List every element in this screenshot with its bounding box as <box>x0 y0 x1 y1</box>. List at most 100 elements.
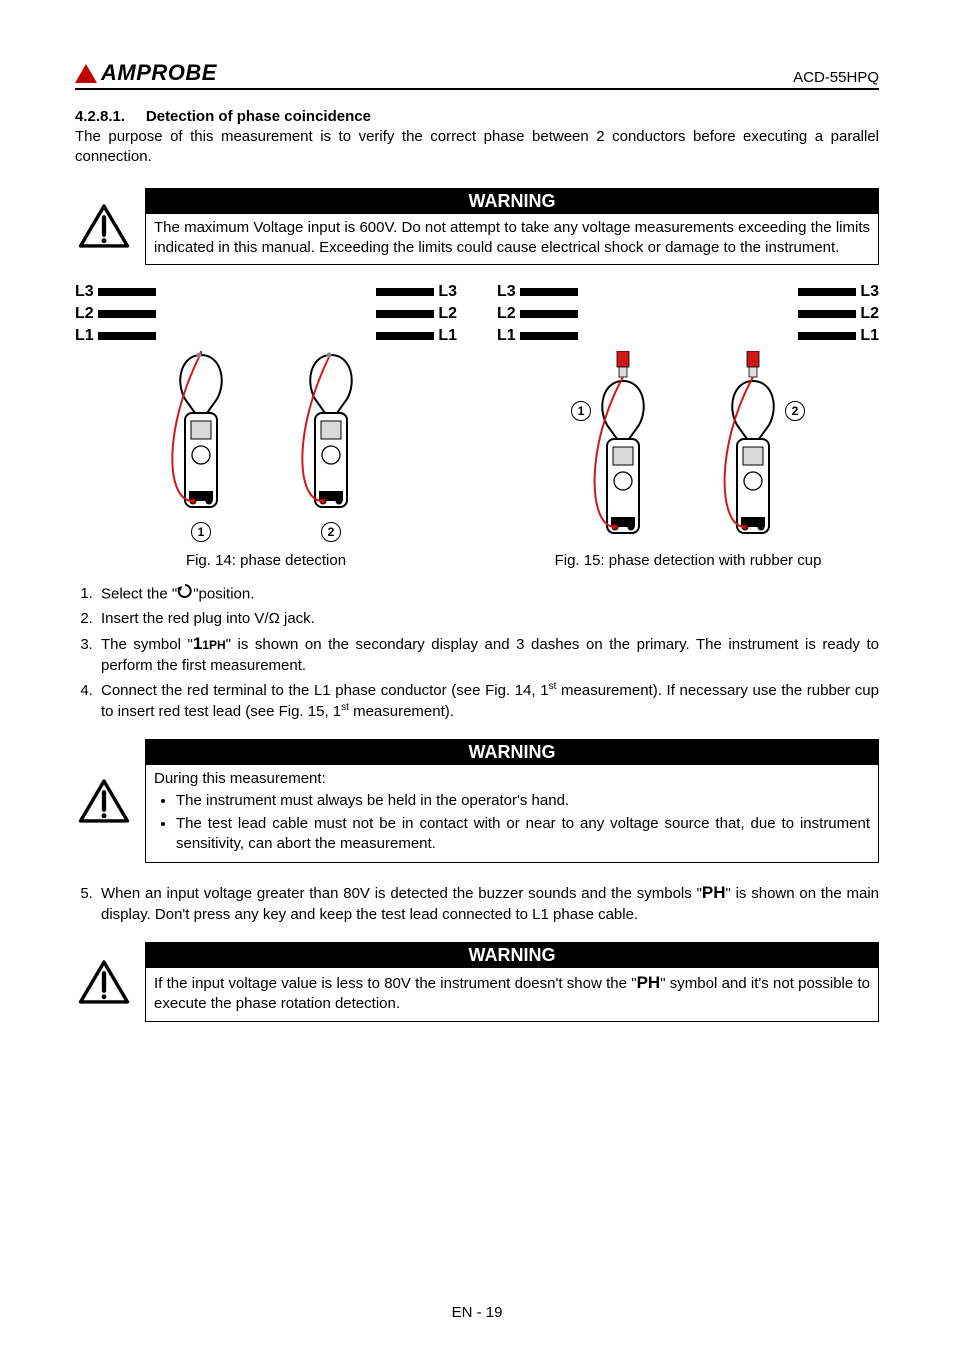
warning-title: WARNING <box>146 943 878 968</box>
rail-bar <box>376 310 434 318</box>
rail-L1: L1 <box>497 327 578 345</box>
brand-logo: AMPROBE <box>75 60 217 86</box>
clamp-meter-1 <box>161 351 241 516</box>
step-3: The symbol "11PH" is shown on the second… <box>97 632 879 676</box>
step-1-text-b: "position. <box>193 585 254 602</box>
step-2: Insert the red plug into V/Ω jack. <box>97 609 879 630</box>
rail-label: L3 <box>497 283 516 301</box>
logo-triangle-icon <box>75 64 97 83</box>
rail-L2: L2 <box>75 305 156 323</box>
page-header: AMPROBE ACD-55HPQ <box>75 60 879 90</box>
rail-L2: L2 <box>798 305 879 323</box>
clamp-meter-2 <box>291 351 371 516</box>
step-3-text-a: The symbol " <box>101 636 193 653</box>
meters-row: 1 2 <box>583 351 793 516</box>
section-number: 4.2.8.1. <box>75 108 125 125</box>
warning-body: WARNING During this measurement: The ins… <box>145 739 879 863</box>
warning-body: WARNING If the input voltage value is le… <box>145 942 879 1022</box>
rail-label: L1 <box>438 327 457 345</box>
rail-bar <box>520 288 578 296</box>
warning-title: WARNING <box>146 189 878 214</box>
rail-bar <box>798 310 856 318</box>
warning-3-text-a: If the input voltage value is less to 80… <box>154 975 637 992</box>
rail-bar <box>376 332 434 340</box>
rail-bar <box>520 310 578 318</box>
section-heading: 4.2.8.1. Detection of phase coincidence <box>75 108 879 125</box>
superscript-st: st <box>341 702 349 713</box>
rail-label: L2 <box>497 305 516 323</box>
rail-L1: L1 <box>75 327 156 345</box>
step-4: Connect the red terminal to the L1 phase… <box>97 680 879 723</box>
figure-14: L3 L2 L1 L3 L2 L1 <box>75 283 457 569</box>
rail-bar <box>98 288 156 296</box>
warning-bullet-1: The instrument must always be held in th… <box>176 791 870 811</box>
rail-L3: L3 <box>798 283 879 301</box>
warning-text: During this measurement: The instrument … <box>146 765 878 862</box>
model-number: ACD-55HPQ <box>793 69 879 86</box>
figure-15: L3 L2 L1 L3 L2 L1 <box>497 283 879 569</box>
rail-label: L1 <box>860 327 879 345</box>
step-5-text-a: When an input voltage greater than 80V i… <box>101 885 702 902</box>
rail-bar <box>98 332 156 340</box>
rail-L1: L1 <box>798 327 879 345</box>
step-1-text-a: Select the " <box>101 585 177 602</box>
step-4-text-a: Connect the red terminal to the L1 phase… <box>101 682 549 699</box>
rotation-icon <box>177 583 193 606</box>
rail-label: L3 <box>75 283 94 301</box>
warning-body: WARNING The maximum Voltage input is 600… <box>145 188 879 266</box>
rail-label: L3 <box>860 283 879 301</box>
brand-name: AMPROBE <box>101 60 217 86</box>
warning-lead: During this measurement: <box>154 770 326 787</box>
phase-rails: L3 L2 L1 L3 L2 L1 <box>497 283 879 345</box>
warning-icon <box>75 188 133 266</box>
rail-label: L2 <box>438 305 457 323</box>
rail-label: L2 <box>75 305 94 323</box>
warning-icon <box>75 739 133 863</box>
rail-L3: L3 <box>75 283 156 301</box>
circled-2: 2 <box>785 401 805 421</box>
warning-2: WARNING During this measurement: The ins… <box>75 739 879 863</box>
phase-rails: L3 L2 L1 L3 L2 L1 <box>75 283 457 345</box>
rail-label: L1 <box>497 327 516 345</box>
rail-label: L3 <box>438 283 457 301</box>
rail-label: L2 <box>860 305 879 323</box>
symbol-PH: PH <box>702 883 726 902</box>
warning-bullet-2: The test lead cable must not be in conta… <box>176 814 870 855</box>
warning-icon <box>75 942 133 1022</box>
figures-row: L3 L2 L1 L3 L2 L1 <box>75 283 879 569</box>
section-title: Detection of phase coincidence <box>146 108 371 125</box>
rail-bar <box>520 332 578 340</box>
rail-label: L1 <box>75 327 94 345</box>
warning-title: WARNING <box>146 740 878 765</box>
rail-bar <box>376 288 434 296</box>
warning-text: If the input voltage value is less to 80… <box>146 968 878 1021</box>
rail-L2: L2 <box>376 305 457 323</box>
clamp-meter-2-cup: 2 <box>713 351 793 516</box>
warning-1: WARNING The maximum Voltage input is 600… <box>75 188 879 266</box>
page-number: EN - 19 <box>0 1304 954 1321</box>
step-1: Select the " "position. <box>97 583 879 606</box>
rails-left: L3 L2 L1 <box>497 283 578 345</box>
rail-L1: L1 <box>376 327 457 345</box>
step-4-text-c: measurement). <box>349 703 454 720</box>
clamp-meter-1-cup: 1 <box>583 351 663 516</box>
rail-L3: L3 <box>376 283 457 301</box>
circled-1: 1 <box>571 401 591 421</box>
rails-right: L3 L2 L1 <box>798 283 879 345</box>
rail-bar <box>798 288 856 296</box>
rail-L3: L3 <box>497 283 578 301</box>
meters-row <box>161 351 371 516</box>
procedure-steps: Select the " "position. Insert the red pl… <box>75 583 879 723</box>
step-5: When an input voltage greater than 80V i… <box>97 881 879 925</box>
figure-14-caption: Fig. 14: phase detection <box>186 552 346 569</box>
section-intro: The purpose of this measurement is to ve… <box>75 127 879 168</box>
warning-bullets: The instrument must always be held in th… <box>176 791 870 854</box>
rail-bar <box>98 310 156 318</box>
rail-L2: L2 <box>497 305 578 323</box>
rails-left: L3 L2 L1 <box>75 283 156 345</box>
warning-text: The maximum Voltage input is 600V. Do no… <box>146 214 878 265</box>
warning-3: WARNING If the input voltage value is le… <box>75 942 879 1022</box>
procedure-steps-contd: When an input voltage greater than 80V i… <box>75 881 879 925</box>
rails-right: L3 L2 L1 <box>376 283 457 345</box>
rail-bar <box>798 332 856 340</box>
